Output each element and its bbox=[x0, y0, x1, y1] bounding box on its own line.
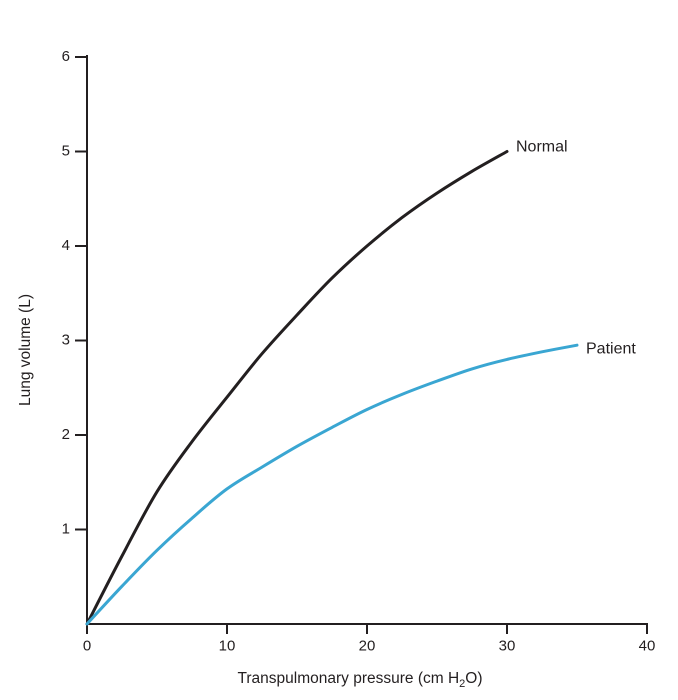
x-axis-title-main: Transpulmonary pressure (cm H bbox=[238, 670, 460, 687]
patient-curve-label: Patient bbox=[586, 340, 636, 357]
y-tick-label: 3 bbox=[62, 331, 70, 348]
y-tick-label: 2 bbox=[62, 426, 70, 443]
data-curves bbox=[85, 150, 579, 626]
normal-curve-label: Normal bbox=[516, 139, 568, 156]
x-tick-label: 10 bbox=[219, 637, 236, 654]
y-axis-title: Lung volume (L) bbox=[17, 294, 34, 406]
patient-curve bbox=[85, 343, 579, 626]
axis-ticks bbox=[75, 56, 648, 634]
y-tick-label: 6 bbox=[62, 48, 70, 65]
x-tick-label: 20 bbox=[359, 637, 376, 654]
normal-curve bbox=[85, 150, 509, 626]
y-tick-label: 5 bbox=[62, 142, 70, 159]
axis-tick-labels: 0 10 20 30 40 1 2 3 4 5 6 bbox=[62, 48, 656, 654]
x-tick-label: 40 bbox=[639, 637, 656, 654]
x-tick-label: 0 bbox=[83, 637, 91, 654]
x-axis-title-end: O) bbox=[465, 670, 482, 687]
x-axis-title: Transpulmonary pressure (cm H2O) bbox=[238, 670, 483, 690]
y-tick-label: 1 bbox=[62, 520, 70, 537]
x-axis-title-subscript: 2 bbox=[459, 678, 465, 690]
x-tick-label: 30 bbox=[499, 637, 516, 654]
y-tick-label: 4 bbox=[62, 237, 70, 254]
